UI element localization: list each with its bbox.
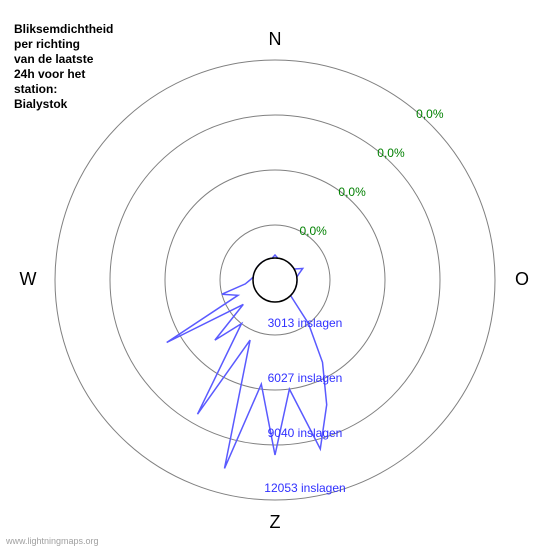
ring-label-count: 12053 inslagen — [264, 481, 345, 495]
ring-label-count: 6027 inslagen — [268, 371, 343, 385]
polar-chart: 0,0% 0,0% 0,0% 0,0% 3013 inslagen 6027 insla… — [0, 0, 550, 550]
cardinal-w: W — [20, 269, 37, 289]
ring-label-percent: 0,0% — [338, 185, 366, 199]
cardinal-e: O — [515, 269, 529, 289]
ring-label-percent: 0,0% — [377, 146, 405, 160]
ring-label-count: 3013 inslagen — [268, 316, 343, 330]
ring-label-count: 9040 inslagen — [268, 426, 343, 440]
ring-label-percent: 0,0% — [416, 107, 444, 121]
footer-credit: www.lightningmaps.org — [6, 536, 99, 546]
ring-label-percent: 0,0% — [300, 224, 328, 238]
cardinal-s: Z — [270, 512, 281, 532]
cardinal-n: N — [269, 29, 282, 49]
center-hole — [253, 258, 297, 302]
